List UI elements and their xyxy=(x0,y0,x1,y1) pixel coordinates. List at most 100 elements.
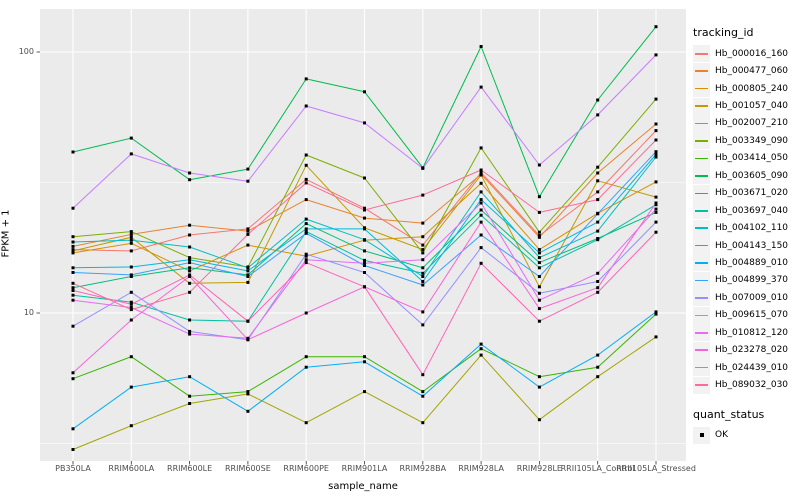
data-point[interactable] xyxy=(421,193,425,197)
data-point[interactable] xyxy=(654,150,658,154)
data-point[interactable] xyxy=(71,266,75,270)
data-point[interactable] xyxy=(596,238,600,242)
data-point[interactable] xyxy=(363,206,366,210)
data-point[interactable] xyxy=(363,121,366,125)
data-point[interactable] xyxy=(537,307,541,311)
data-point[interactable] xyxy=(363,227,366,231)
data-point[interactable] xyxy=(363,390,366,394)
data-point[interactable] xyxy=(537,291,541,295)
data-point[interactable] xyxy=(479,342,483,346)
data-point[interactable] xyxy=(479,220,483,224)
legend-item-Hb_007009_010[interactable]: Hb_007009_010 xyxy=(693,289,799,307)
data-point[interactable] xyxy=(304,227,308,231)
data-point[interactable] xyxy=(71,371,75,375)
data-point[interactable] xyxy=(129,355,133,359)
data-point[interactable] xyxy=(596,212,600,216)
data-point[interactable] xyxy=(188,290,192,294)
legend-item-Hb_089032_030[interactable]: Hb_089032_030 xyxy=(693,376,799,394)
data-point[interactable] xyxy=(596,286,600,290)
data-point[interactable] xyxy=(129,275,133,278)
data-point[interactable] xyxy=(71,251,75,255)
data-point[interactable] xyxy=(537,385,541,389)
data-point[interactable] xyxy=(71,206,75,210)
data-point[interactable] xyxy=(479,168,483,172)
legend-item-Hb_004899_370[interactable]: Hb_004899_370 xyxy=(693,271,799,289)
legend-item-Hb_024439_010[interactable]: Hb_024439_010 xyxy=(693,359,799,377)
data-point[interactable] xyxy=(304,104,308,108)
data-point[interactable] xyxy=(654,138,658,142)
data-point[interactable] xyxy=(129,300,133,304)
data-point[interactable] xyxy=(421,280,425,283)
data-point[interactable] xyxy=(246,338,250,342)
data-point[interactable] xyxy=(71,286,75,290)
data-point[interactable] xyxy=(304,230,308,234)
data-point[interactable] xyxy=(421,221,425,225)
data-point[interactable] xyxy=(71,240,75,244)
data-point[interactable] xyxy=(479,261,483,265)
data-point[interactable] xyxy=(537,251,541,255)
data-point[interactable] xyxy=(188,281,192,285)
data-point[interactable] xyxy=(246,280,250,284)
data-point[interactable] xyxy=(188,269,192,273)
data-point[interactable] xyxy=(596,353,600,357)
data-point[interactable] xyxy=(304,421,308,425)
data-point[interactable] xyxy=(421,310,425,314)
data-point[interactable] xyxy=(596,375,600,379)
data-point[interactable] xyxy=(71,281,75,285)
data-point[interactable] xyxy=(479,181,483,185)
data-point[interactable] xyxy=(596,280,600,283)
data-point[interactable] xyxy=(363,355,366,359)
data-point[interactable] xyxy=(654,180,658,184)
data-point[interactable] xyxy=(71,289,75,292)
data-point[interactable] xyxy=(188,171,192,175)
data-point[interactable] xyxy=(304,217,308,221)
data-point[interactable] xyxy=(363,249,366,253)
data-point[interactable] xyxy=(363,261,366,265)
data-point[interactable] xyxy=(129,308,133,312)
data-point[interactable] xyxy=(479,173,483,177)
data-point[interactable] xyxy=(537,285,541,289)
data-point[interactable] xyxy=(596,98,600,102)
data-point[interactable] xyxy=(363,238,366,242)
data-point[interactable] xyxy=(129,424,133,428)
legend-item-Hb_000477_060[interactable]: Hb_000477_060 xyxy=(693,62,799,80)
data-point[interactable] xyxy=(537,298,541,302)
data-point[interactable] xyxy=(188,375,192,379)
data-point[interactable] xyxy=(304,258,308,262)
data-point[interactable] xyxy=(421,394,425,398)
legend-item-Hb_004102_110[interactable]: Hb_004102_110 xyxy=(693,219,799,237)
data-point[interactable] xyxy=(654,53,658,57)
data-point[interactable] xyxy=(421,248,425,252)
data-point[interactable] xyxy=(537,418,541,422)
data-point[interactable] xyxy=(596,365,600,369)
data-point[interactable] xyxy=(596,290,600,294)
data-point[interactable] xyxy=(654,201,658,205)
data-point[interactable] xyxy=(537,319,541,323)
data-point[interactable] xyxy=(654,335,658,339)
data-point[interactable] xyxy=(71,377,75,381)
data-point[interactable] xyxy=(596,171,600,175)
data-point[interactable] xyxy=(421,373,425,377)
data-point[interactable] xyxy=(129,265,133,269)
data-point[interactable] xyxy=(596,165,600,169)
data-point[interactable] xyxy=(654,230,658,234)
legend-item-Hb_009615_070[interactable]: Hb_009615_070 xyxy=(693,306,799,324)
data-point[interactable] xyxy=(421,266,425,270)
data-point[interactable] xyxy=(188,261,192,265)
data-point[interactable] xyxy=(304,77,308,81)
data-point[interactable] xyxy=(421,235,425,239)
legend-item-Hb_001057_040[interactable]: Hb_001057_040 xyxy=(693,97,799,115)
data-point[interactable] xyxy=(421,251,425,255)
legend-item-Hb_023278_020[interactable]: Hb_023278_020 xyxy=(693,341,799,359)
data-point[interactable] xyxy=(304,311,308,315)
data-point[interactable] xyxy=(479,85,483,89)
data-point[interactable] xyxy=(188,233,192,237)
data-point[interactable] xyxy=(596,220,600,224)
data-point[interactable] xyxy=(479,347,483,351)
data-point[interactable] xyxy=(304,355,308,359)
data-point[interactable] xyxy=(479,201,483,205)
data-point[interactable] xyxy=(654,122,658,126)
data-point[interactable] xyxy=(304,222,308,226)
data-point[interactable] xyxy=(304,254,308,258)
data-point[interactable] xyxy=(654,155,658,159)
